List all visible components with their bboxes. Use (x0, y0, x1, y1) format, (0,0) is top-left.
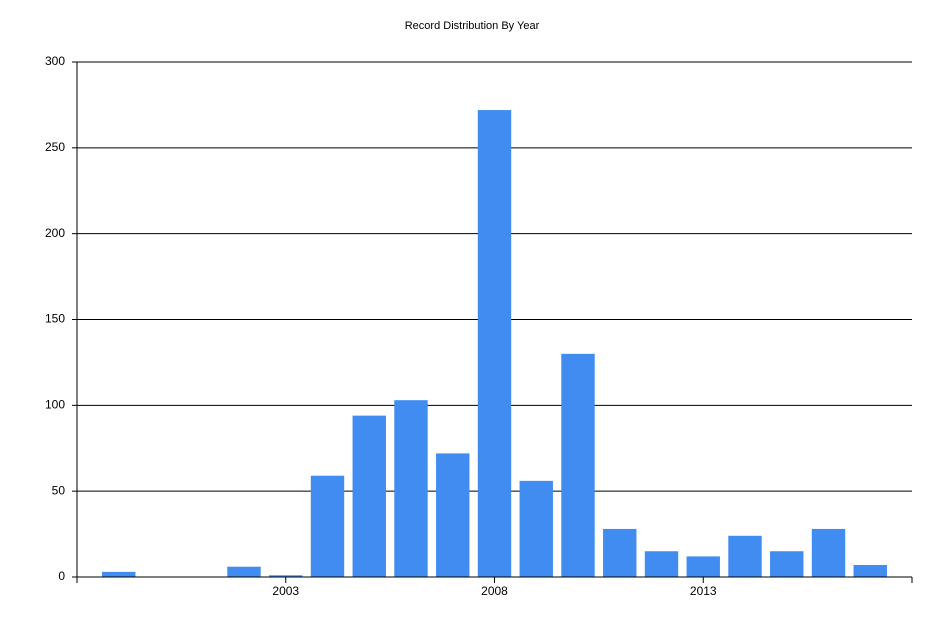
chart-title: Record Distribution By Year (405, 20, 540, 32)
bar (853, 564, 887, 577)
x-tick-label: 2003 (272, 584, 299, 598)
y-tick-label: 100 (45, 398, 65, 412)
y-tick-label: 200 (45, 226, 65, 240)
bar (770, 551, 804, 577)
y-tick-label: 150 (45, 312, 65, 326)
bar (310, 475, 345, 577)
bar (102, 571, 136, 577)
x-tick-label: 2008 (481, 584, 508, 598)
y-tick-label: 0 (58, 569, 65, 583)
bar (477, 110, 512, 578)
bar (644, 551, 679, 577)
bar (686, 556, 720, 577)
bar (728, 535, 762, 577)
bar (811, 528, 846, 577)
bar (352, 415, 386, 577)
bar (519, 480, 553, 577)
bar (603, 528, 637, 577)
y-tick-label: 300 (45, 54, 65, 68)
bar (394, 400, 428, 577)
y-tick-label: 250 (45, 140, 65, 154)
y-tick-label: 50 (52, 483, 66, 497)
bar (436, 453, 470, 577)
bar (227, 566, 261, 577)
bar (561, 353, 595, 577)
x-tick-label: 2013 (690, 584, 717, 598)
bar (269, 575, 303, 577)
